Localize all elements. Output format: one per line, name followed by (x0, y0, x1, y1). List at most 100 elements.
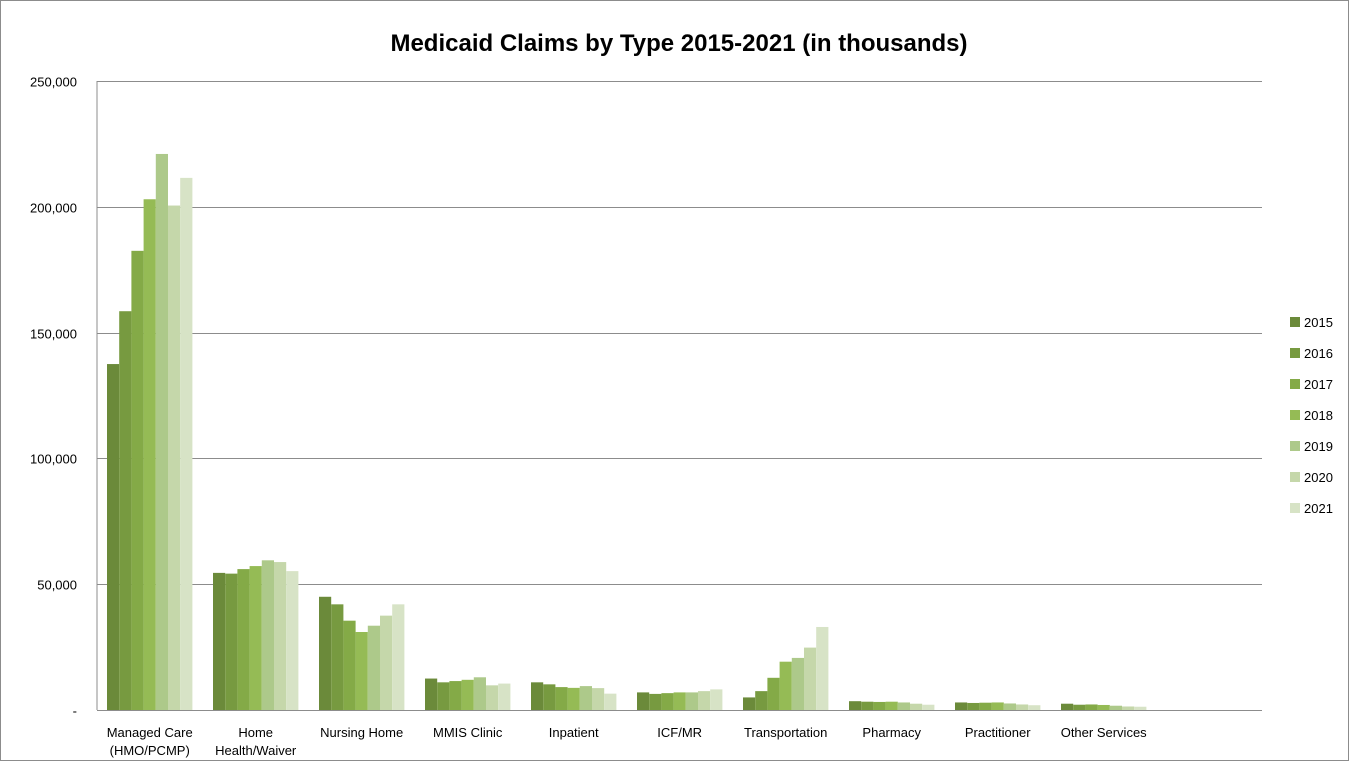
x-category-label: Other Services (1061, 725, 1147, 740)
bar-2021-3 (498, 683, 511, 710)
x-category-label: Inpatient (549, 725, 599, 740)
legend-swatch-2018 (1290, 410, 1300, 420)
bar-2015-0 (107, 364, 120, 710)
bar-2017-1 (237, 569, 250, 710)
x-category-label: Transportation (744, 725, 827, 740)
legend-label: 2020 (1304, 470, 1333, 485)
bar-2020-9 (1122, 706, 1135, 710)
bar-2019-7 (897, 702, 910, 710)
bar-2015-7 (849, 701, 862, 710)
bar-2018-2 (355, 632, 368, 710)
x-category-label: (HMO/PCMP) (110, 743, 190, 758)
bar-2021-9 (1134, 706, 1147, 710)
bar-2015-4 (531, 682, 544, 710)
x-category-label: Pharmacy (862, 725, 921, 740)
bar-2015-8 (955, 702, 968, 710)
x-axis: Managed Care (HMO/PCMP) Home Health/Waiver N… (107, 725, 1147, 758)
legend-label: 2021 (1304, 501, 1333, 516)
bar-2018-8 (991, 702, 1004, 710)
bar-2019-4 (579, 686, 592, 710)
bar-2016-4 (543, 684, 556, 710)
bar-2018-1 (249, 566, 262, 710)
bar-2019-9 (1109, 705, 1122, 710)
legend-label: 2018 (1304, 408, 1333, 423)
bar-2016-2 (331, 604, 344, 710)
bar-2016-5 (649, 693, 662, 710)
legend-swatch-2019 (1290, 441, 1300, 451)
bar-2017-0 (131, 250, 144, 710)
bar-2020-4 (592, 688, 605, 710)
chart-title: Medicaid Claims by Type 2015-2021 (in th… (390, 30, 967, 57)
y-tick-label: - (73, 704, 77, 719)
y-tick-label: 200,000 (30, 201, 77, 216)
x-category-label: Home (238, 725, 273, 740)
x-category-label: Practitioner (965, 725, 1031, 740)
y-tick-label: 250,000 (30, 75, 77, 90)
x-category-label: Managed Care (107, 725, 193, 740)
bar-2018-9 (1097, 704, 1110, 710)
bar-2021-2 (392, 604, 405, 710)
legend-swatch-2015 (1290, 317, 1300, 327)
bar-2020-8 (1016, 704, 1029, 710)
bars (107, 153, 1147, 711)
bar-2019-6 (791, 657, 804, 710)
bar-2020-5 (698, 691, 711, 710)
bar-2019-3 (473, 677, 486, 710)
bar-2015-3 (425, 678, 438, 710)
bar-2015-5 (637, 692, 650, 710)
y-tick-label: 100,000 (30, 452, 77, 467)
x-category-label: Nursing Home (320, 725, 403, 740)
bar-2017-2 (343, 620, 356, 710)
bar-2015-9 (1061, 703, 1074, 710)
bar-2019-2 (367, 625, 380, 710)
bar-2016-9 (1073, 704, 1086, 710)
y-tick-label: 50,000 (37, 578, 77, 593)
legend-swatch-2017 (1290, 379, 1300, 389)
legend-label: 2015 (1304, 315, 1333, 330)
legend-label: 2017 (1304, 377, 1333, 392)
bar-2016-7 (861, 701, 874, 710)
bar-2017-8 (979, 702, 992, 710)
bar-2021-6 (816, 626, 829, 710)
bar-2018-7 (885, 701, 898, 710)
bar-2017-9 (1085, 704, 1098, 710)
bar-2018-0 (143, 199, 156, 710)
legend: 2015 2016 2017 2018 2019 2020 2021 (1290, 315, 1333, 516)
legend-label: 2016 (1304, 346, 1333, 361)
bar-2020-3 (486, 685, 499, 710)
x-category-label: Health/Waiver (215, 743, 297, 758)
bar-2020-7 (910, 703, 923, 710)
bar-2021-0 (180, 177, 193, 710)
bar-2021-7 (922, 704, 935, 710)
bar-2018-6 (779, 661, 792, 710)
x-category-label: MMIS Clinic (433, 725, 503, 740)
legend-label: 2019 (1304, 439, 1333, 454)
bar-2015-1 (213, 572, 226, 710)
bar-2020-1 (274, 562, 287, 710)
bar-2015-2 (319, 596, 332, 710)
bar-2020-0 (168, 205, 181, 711)
bar-2015-6 (743, 697, 756, 710)
bar-2016-8 (967, 702, 980, 710)
bar-2021-4 (604, 693, 617, 710)
bar-2018-4 (567, 687, 580, 710)
bar-2019-5 (685, 692, 698, 710)
legend-swatch-2020 (1290, 472, 1300, 482)
bar-2017-7 (873, 701, 886, 710)
legend-swatch-2016 (1290, 348, 1300, 358)
bar-2016-3 (437, 682, 450, 710)
bar-2017-6 (767, 677, 780, 710)
bar-2019-8 (1003, 703, 1016, 710)
bar-2016-0 (119, 311, 132, 710)
bar-2021-1 (286, 571, 299, 710)
y-tick-label: 150,000 (30, 327, 77, 342)
bar-2016-1 (225, 573, 238, 710)
legend-swatch-2021 (1290, 503, 1300, 513)
bar-2017-3 (449, 681, 462, 710)
bar-2019-1 (261, 560, 274, 710)
bar-2021-5 (710, 689, 723, 710)
bar-2017-4 (555, 687, 568, 710)
bar-2018-3 (461, 679, 474, 710)
x-category-label: ICF/MR (657, 725, 702, 740)
